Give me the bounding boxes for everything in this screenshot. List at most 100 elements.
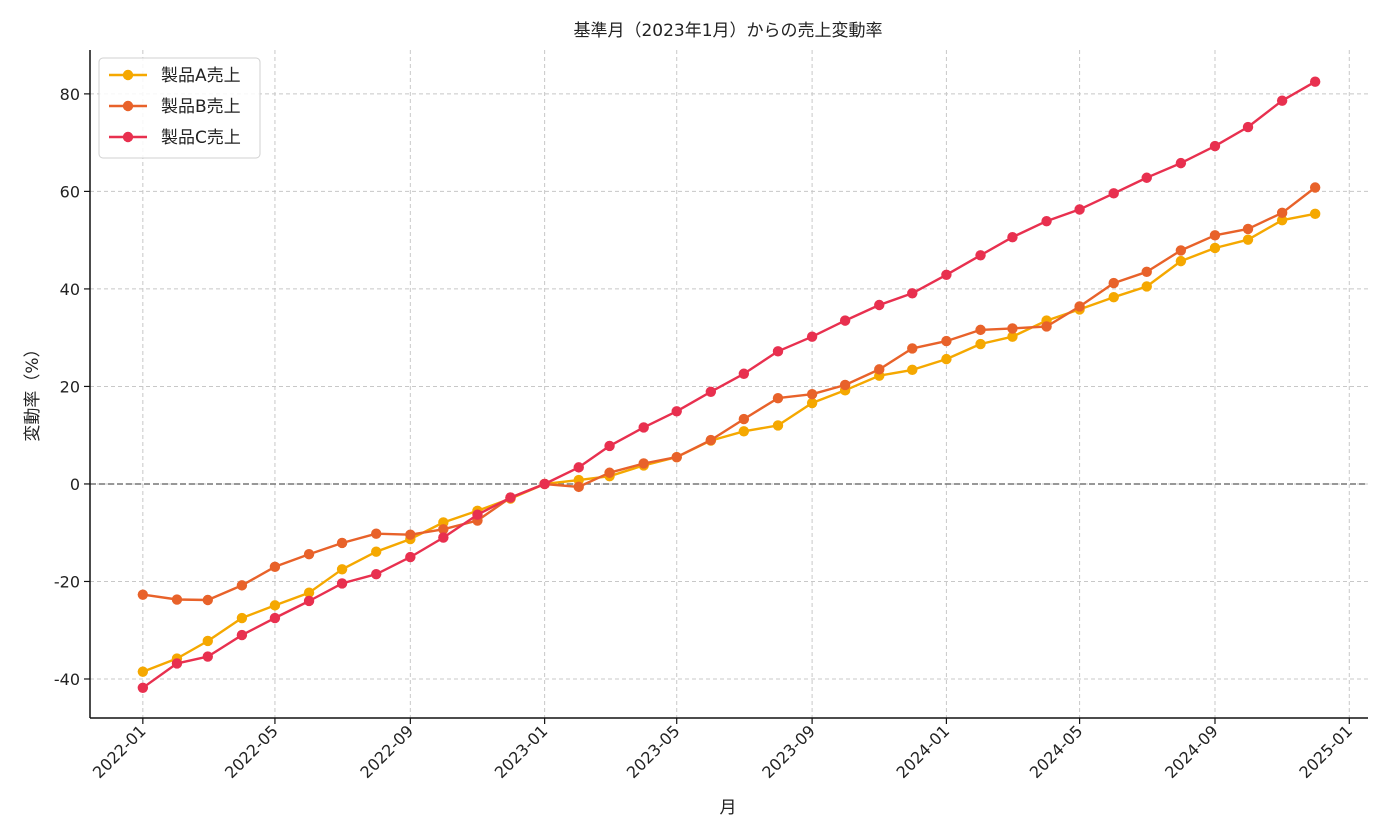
x-tick-label: 2025-01 [1295, 721, 1356, 782]
x-tick-label: 2024-05 [1026, 721, 1087, 782]
y-tick-label: -40 [54, 670, 80, 689]
y-axis-ticks: -40 -20 0 20 40 60 80 [54, 85, 90, 689]
data-point [202, 651, 213, 662]
data-point [1108, 277, 1119, 289]
data-point [1141, 172, 1152, 183]
data-point [438, 532, 449, 543]
data-point [1209, 140, 1221, 152]
data-point [202, 635, 213, 647]
data-point [638, 458, 649, 469]
data-point [1007, 323, 1018, 334]
data-point [772, 420, 784, 431]
legend-label: 製品B売上 [161, 97, 241, 117]
y-tick-label: 0 [70, 475, 80, 494]
data-point [1175, 255, 1187, 267]
data-point [671, 406, 682, 417]
data-point [371, 546, 382, 557]
data-point [874, 364, 885, 375]
data-point [236, 612, 248, 624]
data-point [975, 338, 986, 350]
data-point [941, 269, 952, 280]
x-tick-label: 2023-09 [758, 721, 819, 782]
data-point [1041, 215, 1052, 227]
data-point [303, 587, 315, 598]
data-point [604, 440, 615, 452]
legend-marker [122, 131, 134, 143]
data-point [806, 331, 818, 342]
y-tick-label: 80 [60, 85, 80, 104]
x-tick-label: 2023-01 [491, 721, 552, 782]
data-point [405, 551, 416, 563]
y-tick-label: 40 [60, 280, 80, 299]
data-point [438, 524, 449, 535]
data-point [1242, 121, 1254, 133]
data-point [202, 594, 213, 606]
data-point [1209, 242, 1221, 254]
series-line [142, 212, 1316, 673]
data-point [1309, 208, 1321, 220]
data-point [1309, 76, 1321, 87]
data-point [303, 548, 315, 560]
series-3 [137, 76, 1321, 693]
data-point [1209, 230, 1221, 241]
data-point [941, 335, 952, 347]
data-point [1007, 331, 1018, 342]
data-point [806, 389, 818, 400]
data-point [236, 580, 248, 591]
data-point [1242, 223, 1254, 235]
legend-label: 製品A売上 [161, 66, 241, 86]
data-point [975, 324, 986, 336]
data-point [269, 561, 281, 573]
data-point [806, 397, 818, 409]
data-point [638, 422, 649, 433]
data-point [839, 315, 851, 326]
data-point [907, 364, 918, 376]
data-point [137, 682, 149, 693]
data-point [874, 299, 885, 311]
data-point [573, 481, 584, 493]
data-point [336, 564, 348, 575]
legend-frame [98, 57, 261, 159]
legend-item: 製品A売上 [109, 66, 241, 86]
x-axis-title: 月 [720, 798, 737, 818]
y-tick-label: 60 [60, 182, 80, 201]
data-point [1108, 188, 1119, 199]
data-point [1175, 245, 1187, 256]
data-point [1074, 301, 1085, 312]
data-point [738, 413, 750, 425]
x-tick-label: 2022-09 [356, 721, 417, 782]
data-point [839, 379, 851, 391]
data-point [738, 426, 750, 437]
legend-label: 製品C売上 [161, 128, 241, 148]
legend-item: 製品C売上 [109, 128, 241, 148]
data-point [137, 589, 149, 600]
data-point [236, 629, 248, 641]
data-point [336, 537, 348, 549]
data-point [1276, 95, 1288, 106]
data-point [405, 529, 416, 540]
series-layer [137, 76, 1321, 693]
data-point [907, 288, 918, 299]
legend-marker [122, 69, 134, 81]
data-point [772, 346, 784, 357]
data-point [336, 578, 348, 589]
data-point [573, 462, 584, 473]
data-point [1309, 182, 1321, 193]
data-point [1276, 214, 1288, 226]
data-point [171, 658, 183, 669]
data-point [269, 600, 281, 611]
data-point [738, 368, 750, 379]
data-point [303, 595, 315, 607]
x-tick-label: 2022-01 [89, 721, 150, 782]
data-point [772, 392, 784, 404]
grid [90, 50, 1368, 718]
x-tick-label: 2022-05 [221, 721, 282, 782]
x-tick-label: 2024-09 [1161, 721, 1222, 782]
data-point [505, 492, 516, 503]
data-point [1175, 157, 1187, 169]
data-point [1074, 204, 1085, 215]
x-tick-label: 2023-05 [623, 721, 684, 782]
